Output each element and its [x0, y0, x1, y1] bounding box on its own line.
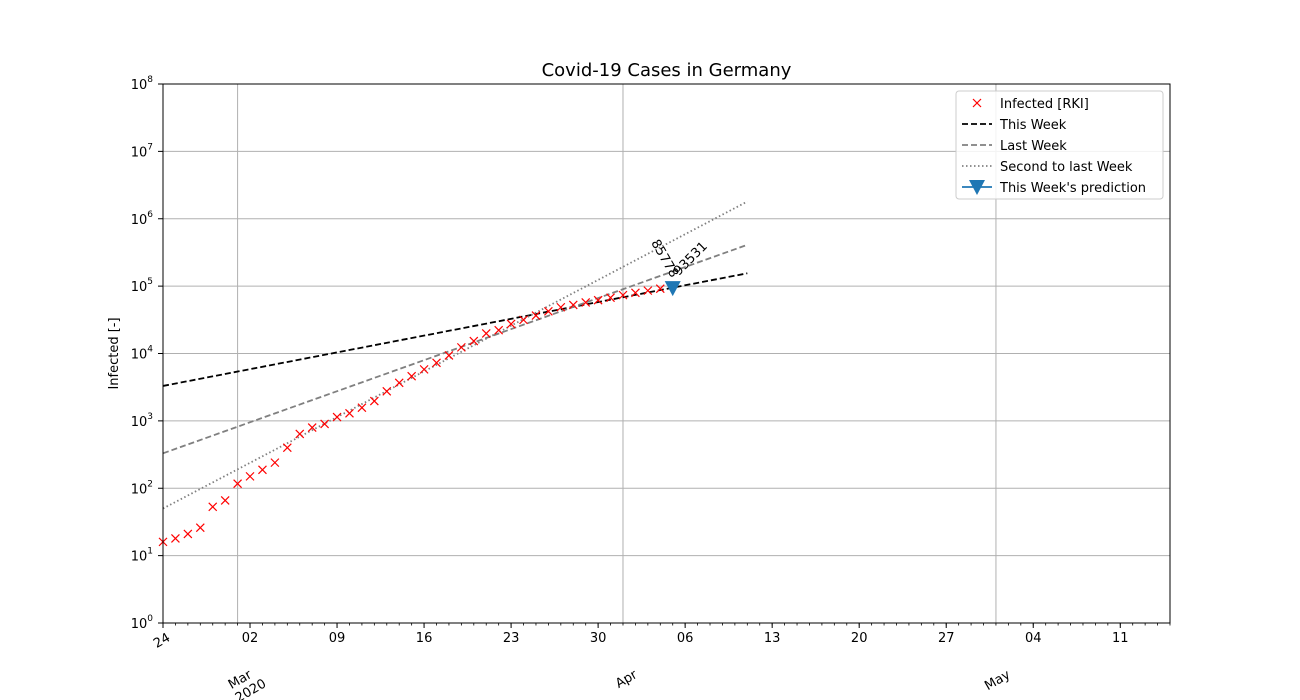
annotation-label: 93531 — [671, 239, 711, 279]
x-tick-label: 30 — [590, 631, 607, 646]
y-axis-label: Infected [-] — [107, 317, 122, 389]
data-point — [494, 325, 504, 335]
series-line — [162, 272, 748, 387]
legend-entry: This Week — [962, 118, 1067, 133]
data-point — [245, 471, 255, 481]
data-point — [606, 293, 615, 303]
data-point — [320, 419, 330, 429]
data-point — [258, 465, 267, 475]
data-point — [220, 495, 230, 505]
data-point — [630, 288, 640, 298]
x-tick-label: 04 — [1025, 631, 1042, 646]
data-point — [543, 306, 553, 316]
data-point — [208, 502, 218, 512]
data-point — [581, 297, 591, 307]
data-point — [345, 408, 354, 418]
x-tick-label: 24 — [151, 630, 173, 651]
legend-label: Second to last Week — [1000, 160, 1133, 175]
data-point — [618, 290, 628, 300]
legend-label: Infected [RKI] — [1000, 97, 1089, 112]
x-month-label: Apr — [613, 667, 641, 692]
data-point — [233, 479, 243, 489]
y-tick-label: 105 — [131, 277, 153, 295]
legend-entry: Last Week — [962, 139, 1067, 154]
chart-title: Covid-19 Cases in Germany — [542, 60, 792, 81]
data-point — [171, 534, 180, 543]
y-tick-label: 107 — [131, 142, 153, 160]
prediction-marker — [664, 281, 681, 297]
x-tick-label: 20 — [851, 631, 868, 646]
data-point — [270, 458, 280, 468]
data-point — [432, 358, 441, 368]
data-point — [481, 329, 491, 338]
data-point — [407, 371, 417, 381]
x-month-label: Mar2020 — [225, 663, 269, 700]
data-point — [655, 284, 665, 294]
series-line — [162, 243, 748, 455]
data-point — [556, 302, 566, 312]
y-tick-label: 108 — [131, 75, 154, 93]
x-month-label: May — [982, 667, 1013, 694]
y-tick-label: 103 — [131, 412, 153, 430]
y-tick-label: 104 — [131, 345, 154, 363]
data-point — [183, 529, 193, 539]
data-point — [593, 295, 603, 305]
y-tick-label: 102 — [131, 479, 153, 497]
data-point — [643, 286, 653, 296]
data-point — [531, 311, 541, 321]
x-tick-label: 13 — [764, 631, 781, 646]
y-axis: 100 101 102 103 104 105 106 107 108 — [131, 75, 163, 632]
legend: Infected [RKI] This Week Last Week Second t… — [955, 90, 1164, 200]
x-tick-label: 09 — [329, 631, 346, 646]
x-tick-label: 27 — [938, 631, 955, 646]
x-axis: 24 02 09 16 23 30 06 13 20 27 04 11 Mar2020 Apr May — [151, 623, 1171, 700]
data-point — [469, 336, 479, 346]
y-tick-label: 106 — [131, 210, 154, 228]
data-point — [506, 319, 516, 329]
data-point — [519, 315, 528, 325]
data-point — [444, 350, 454, 360]
legend-label: This Week's prediction — [999, 181, 1146, 196]
data-point — [332, 412, 342, 422]
data-point — [295, 429, 305, 439]
legend-label: Last Week — [1000, 139, 1067, 154]
data-point — [394, 378, 404, 388]
x-tick-label: 11 — [1112, 631, 1129, 646]
data-point — [456, 342, 466, 352]
data-point — [419, 364, 429, 374]
data-point — [568, 300, 578, 310]
data-point — [195, 523, 205, 533]
y-tick-label: 100 — [131, 614, 154, 632]
data-point — [357, 403, 367, 413]
data-point — [282, 443, 292, 453]
x-tick-label: 06 — [677, 631, 694, 646]
x-tick-label: 23 — [503, 631, 520, 646]
x-tick-label: 02 — [242, 631, 259, 646]
data-point — [307, 423, 317, 433]
y-tick-label: 101 — [131, 547, 153, 565]
legend-entry: Second to last Week — [962, 160, 1133, 175]
legend-box — [955, 90, 1164, 200]
legend-label: This Week — [999, 118, 1067, 133]
x-tick-label: 16 — [416, 631, 433, 646]
data-point — [369, 396, 379, 406]
data-point — [382, 386, 392, 396]
legend-entry: Infected [RKI] — [972, 97, 1089, 112]
legend-entry: This Week's prediction — [962, 180, 1146, 196]
